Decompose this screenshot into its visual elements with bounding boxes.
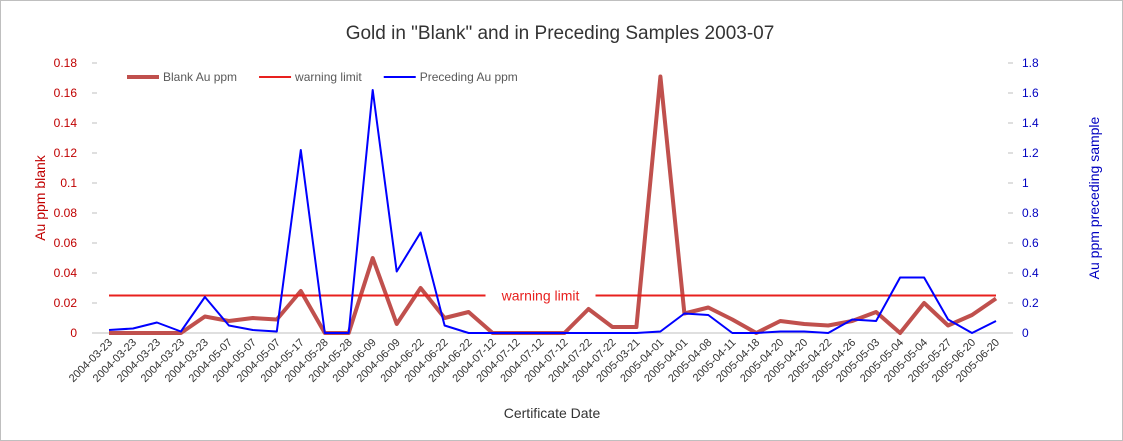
y2-axis-title: Au ppm preceding sample <box>1086 116 1102 279</box>
y2-tick-label: 1.8 <box>1022 56 1039 70</box>
y2-tick-label: 0.6 <box>1022 236 1039 250</box>
y-tick-label: 0.06 <box>54 236 78 250</box>
y-tick-label: 0.14 <box>54 116 78 130</box>
y-tick-label: 0.1 <box>60 176 77 190</box>
y-tick-label: 0.04 <box>54 266 78 280</box>
legend-label: Preceding Au ppm <box>420 70 518 84</box>
y2-tick-label: 1.2 <box>1022 146 1039 160</box>
y-tick-label: 0 <box>70 326 77 340</box>
y2-tick-label: 1.6 <box>1022 86 1039 100</box>
y-tick-label: 0.02 <box>54 296 78 310</box>
annotation: warning limit <box>501 288 580 304</box>
y2-tick-label: 0.2 <box>1022 296 1039 310</box>
y2-tick-label: 1.4 <box>1022 116 1039 130</box>
legend-label: warning limit <box>294 70 362 84</box>
y-axis-title: Au ppm blank <box>32 154 48 241</box>
x-axis-title: Certificate Date <box>504 405 601 421</box>
y-tick-label: 0.16 <box>54 86 78 100</box>
legend-label: Blank Au ppm <box>163 70 237 84</box>
y2-tick-label: 1 <box>1022 176 1029 190</box>
line-series <box>108 89 997 334</box>
y2-tick-label: 0 <box>1022 326 1029 340</box>
annotation-bg <box>485 285 596 306</box>
y-tick-label: 0.18 <box>54 56 78 70</box>
y2-tick-label: 0.4 <box>1022 266 1039 280</box>
y-tick-label: 0.12 <box>54 146 78 160</box>
y2-tick-label: 0.8 <box>1022 206 1039 220</box>
chart-title: Gold in "Blank" and in Preceding Samples… <box>346 23 775 44</box>
y-tick-label: 0.08 <box>54 206 78 220</box>
